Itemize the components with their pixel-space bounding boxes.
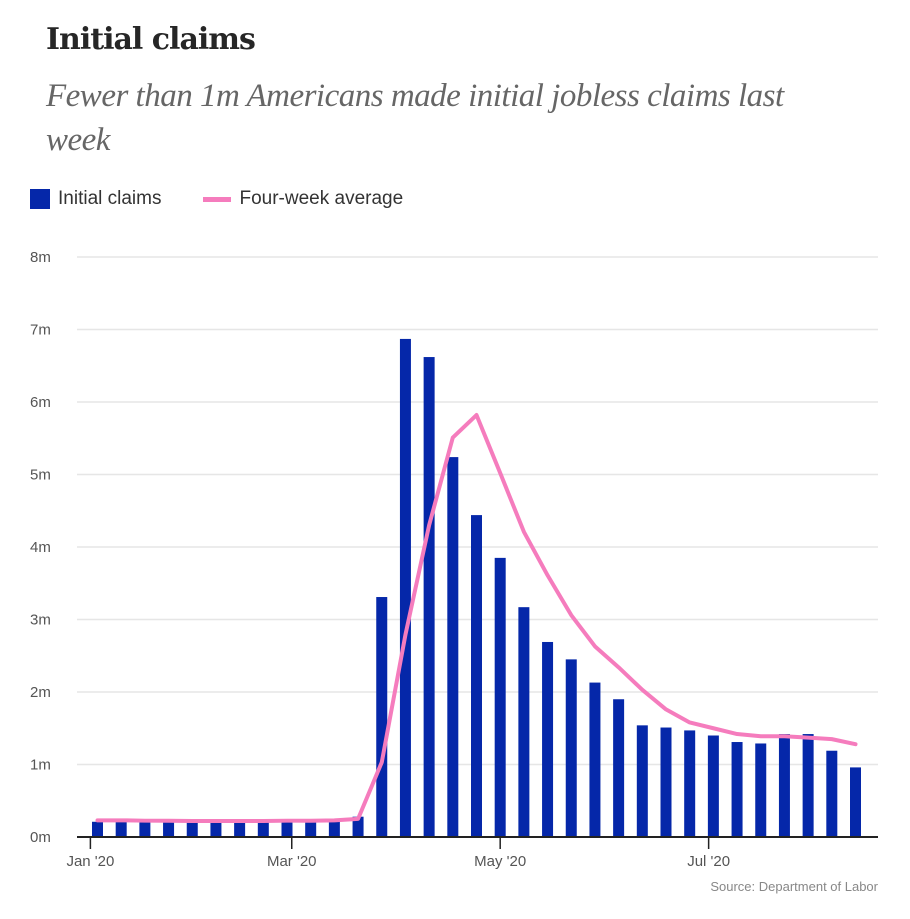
bar: [778, 734, 790, 837]
bar: [471, 515, 482, 837]
legend: Initial claims Four-week average: [30, 188, 445, 210]
bar: [257, 821, 269, 837]
bar: [447, 457, 459, 837]
x-tick-label: Jan '20: [66, 853, 114, 870]
bar: [755, 743, 767, 837]
chart-title: Initial claims: [46, 22, 256, 57]
bar: [494, 557, 506, 837]
x-tick-label: Mar '20: [267, 853, 317, 870]
bar: [352, 816, 364, 837]
y-tick-label: 2m: [30, 684, 51, 701]
chart-subtitle: Fewer than 1m Americans made initial job…: [46, 78, 784, 158]
x-axis: Jan '20 Mar '20 May '20 Jul '20: [66, 836, 878, 870]
x-tick-label: Jul '20: [687, 853, 730, 870]
line-series: [95, 413, 858, 824]
bar: [92, 821, 103, 837]
y-tick-label: 7m: [30, 322, 51, 339]
line-swatch-icon: [203, 196, 232, 202]
y-axis-labels: 0m 1m 2m 3m 4m 5m 6m 7m 8m: [30, 249, 51, 846]
bar: [399, 338, 411, 837]
bar: [542, 641, 554, 837]
legend-item-four-week-average: Four-week average: [203, 188, 403, 210]
bar: [234, 821, 246, 837]
bar: [305, 821, 317, 837]
bar: [518, 607, 530, 837]
legend-label-four-week-average: Four-week average: [239, 188, 404, 209]
bar: [328, 821, 340, 837]
bar: [731, 742, 743, 837]
y-tick-label: 6m: [30, 394, 51, 411]
bar: [613, 699, 625, 837]
bar: [423, 357, 435, 837]
bar: [850, 767, 861, 837]
y-tick-label: 3m: [30, 612, 51, 629]
bar: [707, 735, 719, 837]
legend-label-initial-claims: Initial claims: [58, 188, 162, 209]
bar: [684, 730, 696, 837]
bar: [376, 597, 388, 837]
y-tick-label: 8m: [30, 249, 51, 266]
bar-swatch-icon: [30, 189, 50, 209]
bar: [826, 750, 838, 837]
bar: [589, 682, 601, 837]
bar: [802, 734, 814, 837]
bar: [139, 821, 151, 837]
x-tick-label: May '20: [474, 853, 526, 870]
legend-item-initial-claims: Initial claims: [30, 188, 161, 210]
bar: [281, 821, 293, 837]
bar: [163, 821, 175, 837]
y-tick-label: 1m: [30, 757, 51, 774]
bar-series: [92, 338, 861, 837]
bar: [186, 821, 198, 837]
bar: [636, 725, 648, 837]
y-tick-label: 0m: [30, 829, 51, 846]
bar: [210, 821, 222, 837]
y-tick-label: 5m: [30, 467, 51, 484]
four-week-average-line: [95, 413, 858, 824]
bar: [115, 821, 127, 837]
bar: [565, 659, 577, 837]
source-note: Source: Department of Labor: [710, 879, 878, 894]
bar: [660, 727, 672, 837]
y-tick-label: 4m: [30, 539, 51, 556]
